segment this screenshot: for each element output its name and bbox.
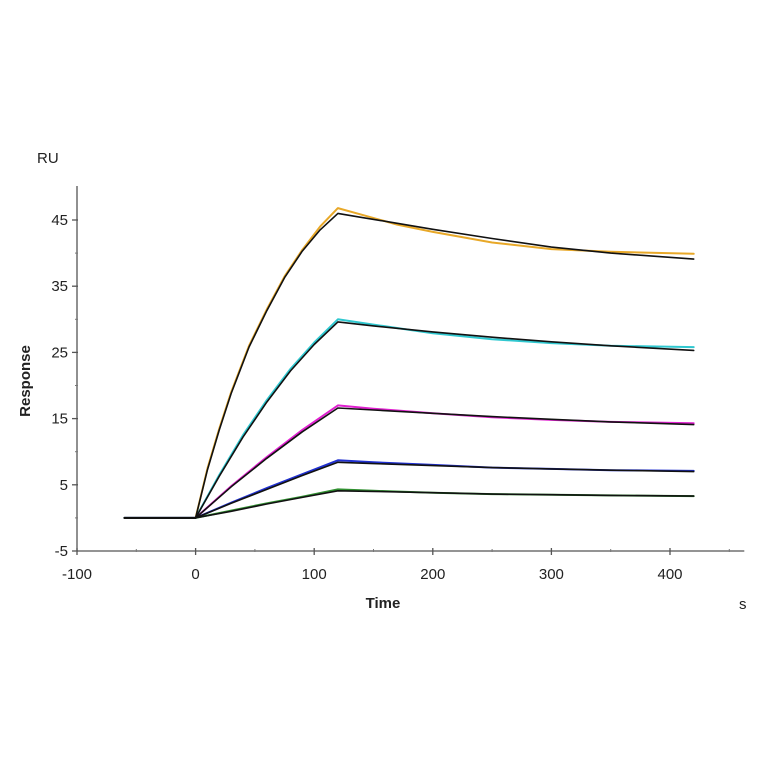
fit-curve <box>123 321 695 519</box>
y-tick-label: 25 <box>51 344 68 361</box>
y-tick-label: 15 <box>51 411 68 428</box>
y-axis-ticks: -5 5 15 25 35 45 <box>51 212 78 560</box>
sensorgram-curve <box>123 318 695 519</box>
fit-curve <box>123 461 695 519</box>
x-tick-label: 200 <box>420 566 445 583</box>
x-axis-title: Time <box>366 595 401 612</box>
y-axis-unit: RU <box>37 150 59 167</box>
sensorgram-curve <box>123 459 695 519</box>
x-tick-label: 300 <box>539 566 564 583</box>
x-axis-unit: s <box>739 596 747 613</box>
y-tick-label: -5 <box>55 543 68 560</box>
x-tick-label: 100 <box>302 566 327 583</box>
axes: -5 5 15 25 35 45 -100 0 100 200 300 400 <box>51 186 745 583</box>
y-tick-label: 45 <box>51 212 68 229</box>
x-tick-label: 0 <box>191 566 199 583</box>
x-axis-ticks: -100 0 100 200 300 400 <box>62 548 730 583</box>
fit-curve <box>123 489 695 519</box>
sensorgram-curve <box>123 207 695 519</box>
y-tick-label: 35 <box>51 278 68 295</box>
x-tick-label: 400 <box>657 566 682 583</box>
fit-curve <box>123 407 695 519</box>
y-axis-title: Response <box>17 345 34 417</box>
y-tick-label: 5 <box>60 477 68 494</box>
series-layer <box>123 207 695 519</box>
x-tick-label: -100 <box>62 566 92 583</box>
fit-curve <box>123 212 695 519</box>
